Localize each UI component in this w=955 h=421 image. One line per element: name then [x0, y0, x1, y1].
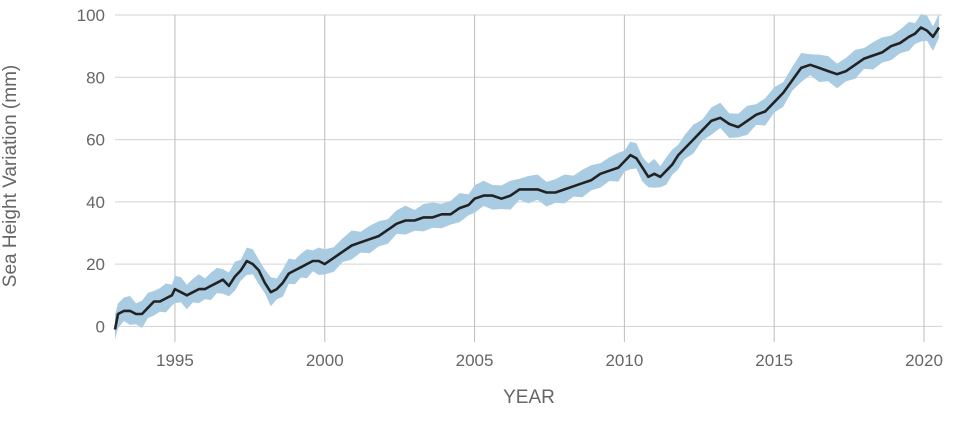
- x-tick-label: 2020: [905, 351, 943, 370]
- x-tick-label: 2010: [605, 351, 643, 370]
- y-tick-label: 80: [86, 68, 105, 87]
- x-axis-ticks: 1995 2000 2005 2010 2015 2020: [156, 351, 943, 370]
- x-tick-label: 2000: [306, 351, 344, 370]
- uncertainty-band: [115, 14, 939, 340]
- y-tick-label: 0: [96, 317, 105, 336]
- x-tick-label: 2005: [456, 351, 494, 370]
- y-tick-label: 20: [86, 255, 105, 274]
- y-tick-label: 40: [86, 193, 105, 212]
- y-tick-label: 100: [77, 6, 105, 25]
- y-axis-ticks: 0 20 40 60 80 100: [77, 6, 105, 336]
- x-tick-label: 1995: [156, 351, 194, 370]
- x-axis-title: YEAR: [503, 387, 555, 408]
- x-tick-label: 2015: [755, 351, 793, 370]
- y-tick-label: 60: [86, 131, 105, 150]
- sea-level-line: [113, 26, 941, 330]
- y-axis-title: Sea Height Variation (mm): [0, 65, 21, 287]
